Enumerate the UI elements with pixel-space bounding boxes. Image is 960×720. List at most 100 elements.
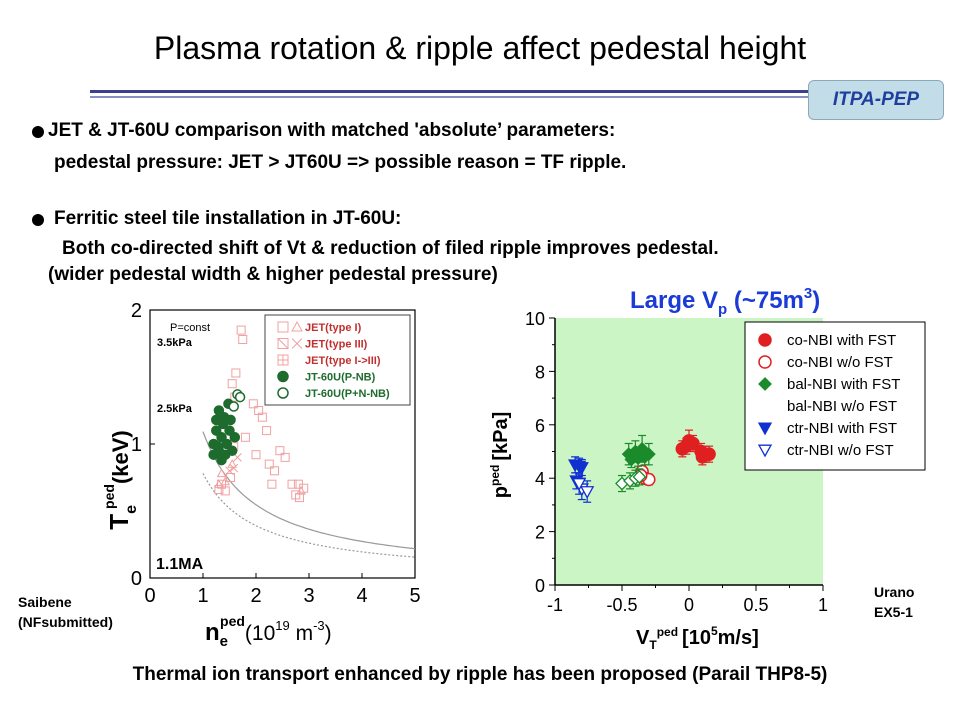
p-vt-ylabel-sup: ped: [488, 465, 502, 486]
point-filled-diamond-5: [631, 449, 645, 467]
p-vt-title-rest: (~75m: [727, 287, 804, 314]
point-filled-diamond-6: [637, 448, 652, 466]
point-triangle-4: [296, 485, 306, 495]
p-vt-legend: co-NBI with FST co-NBI w/o FST bal-NBI wit…: [744, 321, 926, 471]
te-ne-xtick-label-0: 0: [144, 585, 155, 607]
te-ne-xlabel-unitexp: -3: [313, 618, 325, 633]
point-filled-circle-8: [213, 405, 225, 416]
annotation-3-5kpa: 3.5kPa: [157, 337, 193, 349]
point-triangle-3: [227, 459, 237, 468]
point-filled-circle-6: [224, 425, 235, 436]
point-square-13: [293, 479, 303, 489]
point-filled-circle-0: [208, 438, 219, 450]
p-vt-ytick-label-5: 10: [525, 309, 545, 329]
point-x-2: [225, 466, 234, 476]
point-filled-circle-3: [216, 432, 227, 443]
point-square-21: [240, 432, 250, 442]
te-ne-xtick-label-4: 4: [356, 585, 367, 607]
p-vt-xtick-label-4: 1: [818, 595, 828, 615]
point-filled-circle-1: [682, 429, 696, 453]
te-ne-ylabel-rest: (keV): [108, 430, 133, 484]
p-vt-legend-marker-2: [758, 377, 772, 391]
p-vt-legend-marker-0: [758, 333, 772, 347]
te-ne-xlabel-main: n: [205, 619, 220, 646]
point-filled-diamond-0: [621, 442, 636, 466]
p-vt-ylabel-main: p: [490, 486, 512, 498]
point-open-circle-2: [228, 401, 239, 412]
te-ne-legend-label-4: JT-60U(P+N-NB): [305, 388, 390, 400]
p-vt-ylabel-rest: [kPa]: [490, 412, 512, 461]
legend-marker-3-0: [277, 370, 289, 383]
point-filled-circle-13: [217, 418, 229, 430]
point-filled-circle-7: [702, 445, 716, 463]
point-square-12: [267, 479, 277, 489]
te-ne-ylabel-sup: ped: [101, 484, 117, 509]
point-square-5: [248, 399, 258, 409]
te-ne-legend-label-1: JET(type III): [305, 339, 368, 351]
te-ne-legend: JET(type I) JET(type III) JET(type I->III)…: [264, 314, 411, 406]
point-filled-circle-2: [213, 445, 225, 456]
legend-marker-0-0: [277, 321, 289, 333]
bullet-dot-2: [32, 214, 44, 226]
p-vt-legend-label-1: co-NBI w/o FST: [787, 354, 893, 371]
point-open-circle-0: [232, 389, 243, 400]
te-ne-xtick-label-3: 3: [303, 585, 314, 607]
point-open-circle-2: [642, 472, 656, 487]
point-filled-circle-12: [223, 398, 234, 410]
point-open-triangle-down-1: [580, 480, 595, 503]
p-vt-xlabel-exp: 5: [711, 624, 718, 638]
p-vt-ytick-label-0: 0: [535, 576, 545, 596]
point-open-diamond-1: [623, 472, 637, 490]
te-ne-xlabel-unit: m: [290, 622, 313, 645]
bullet-2-line-2: Both co-directed shift of Vt & reduction…: [62, 238, 719, 259]
isobar-1: [202, 473, 416, 558]
point-filled-circle-14: [212, 441, 224, 452]
legend-marker-4-0: [277, 387, 289, 399]
point-square-20: [229, 442, 239, 452]
p-vt-xtick-label-2: 0: [684, 595, 694, 615]
p-vt-ytick-label-1: 2: [535, 523, 545, 543]
p-vt-ylabel: pped [kPa]: [488, 412, 512, 498]
te-ne-xlabel-rest: (10: [245, 622, 275, 645]
point-filled-circle-9: [208, 449, 219, 460]
te-ne-plot-frame: [149, 309, 416, 579]
point-square-8: [262, 426, 272, 436]
point-filled-diamond-2: [635, 434, 650, 463]
point-filled-circle-7: [226, 445, 238, 456]
point-open-circle-1: [638, 471, 652, 485]
itpa-badge: ITPA-PEP: [808, 80, 944, 120]
point-open-triangle-down-0: [574, 477, 589, 501]
point-filled-diamond-3: [641, 442, 656, 466]
legend-marker-1-0: [277, 338, 289, 349]
point-filled-circle-3: [694, 442, 708, 461]
point-filled-circle-5: [695, 448, 710, 466]
point-square-17: [220, 486, 230, 496]
point-triangle-1: [216, 468, 227, 478]
p-vt-legend-marker-1: [758, 355, 772, 369]
te-ne-isobars: [202, 431, 416, 558]
point-filled-diamond-1: [628, 440, 643, 463]
point-square-22: [251, 450, 261, 460]
point-open-circle-3: [634, 468, 648, 483]
p-vt-legend-label-0: co-NBI with FST: [787, 332, 896, 349]
p-vt-legend-marker-4: [757, 422, 773, 436]
point-square-2: [231, 368, 241, 378]
te-ne-legend-label-0: JET(type I): [305, 322, 362, 334]
p-vt-legend-marker-5: [757, 444, 773, 458]
point-square-16: [217, 479, 227, 489]
point-square-6: [254, 406, 264, 415]
p-vt-ytick-label-4: 8: [535, 362, 545, 382]
point-filled-triangle-down-1: [572, 457, 587, 475]
legend-marker-0-1: [291, 320, 303, 332]
te-ne-ytick-label-0: 0: [131, 568, 142, 590]
point-filled-circle-0: [679, 437, 694, 455]
point-filled-circle-17: [211, 414, 222, 426]
te-ne-ylabel: Teped(keV): [101, 430, 140, 529]
p-vt-title: Large Vp (~75m3): [630, 285, 820, 318]
te-ne-xtick-label-1: 1: [197, 585, 208, 607]
point-x-0: [229, 463, 239, 473]
bullet-1-line-1: JET & JT-60U comparison with matched 'ab…: [48, 120, 616, 141]
point-open-diamond-3: [632, 468, 647, 486]
point-filled-circle-4: [698, 445, 712, 463]
